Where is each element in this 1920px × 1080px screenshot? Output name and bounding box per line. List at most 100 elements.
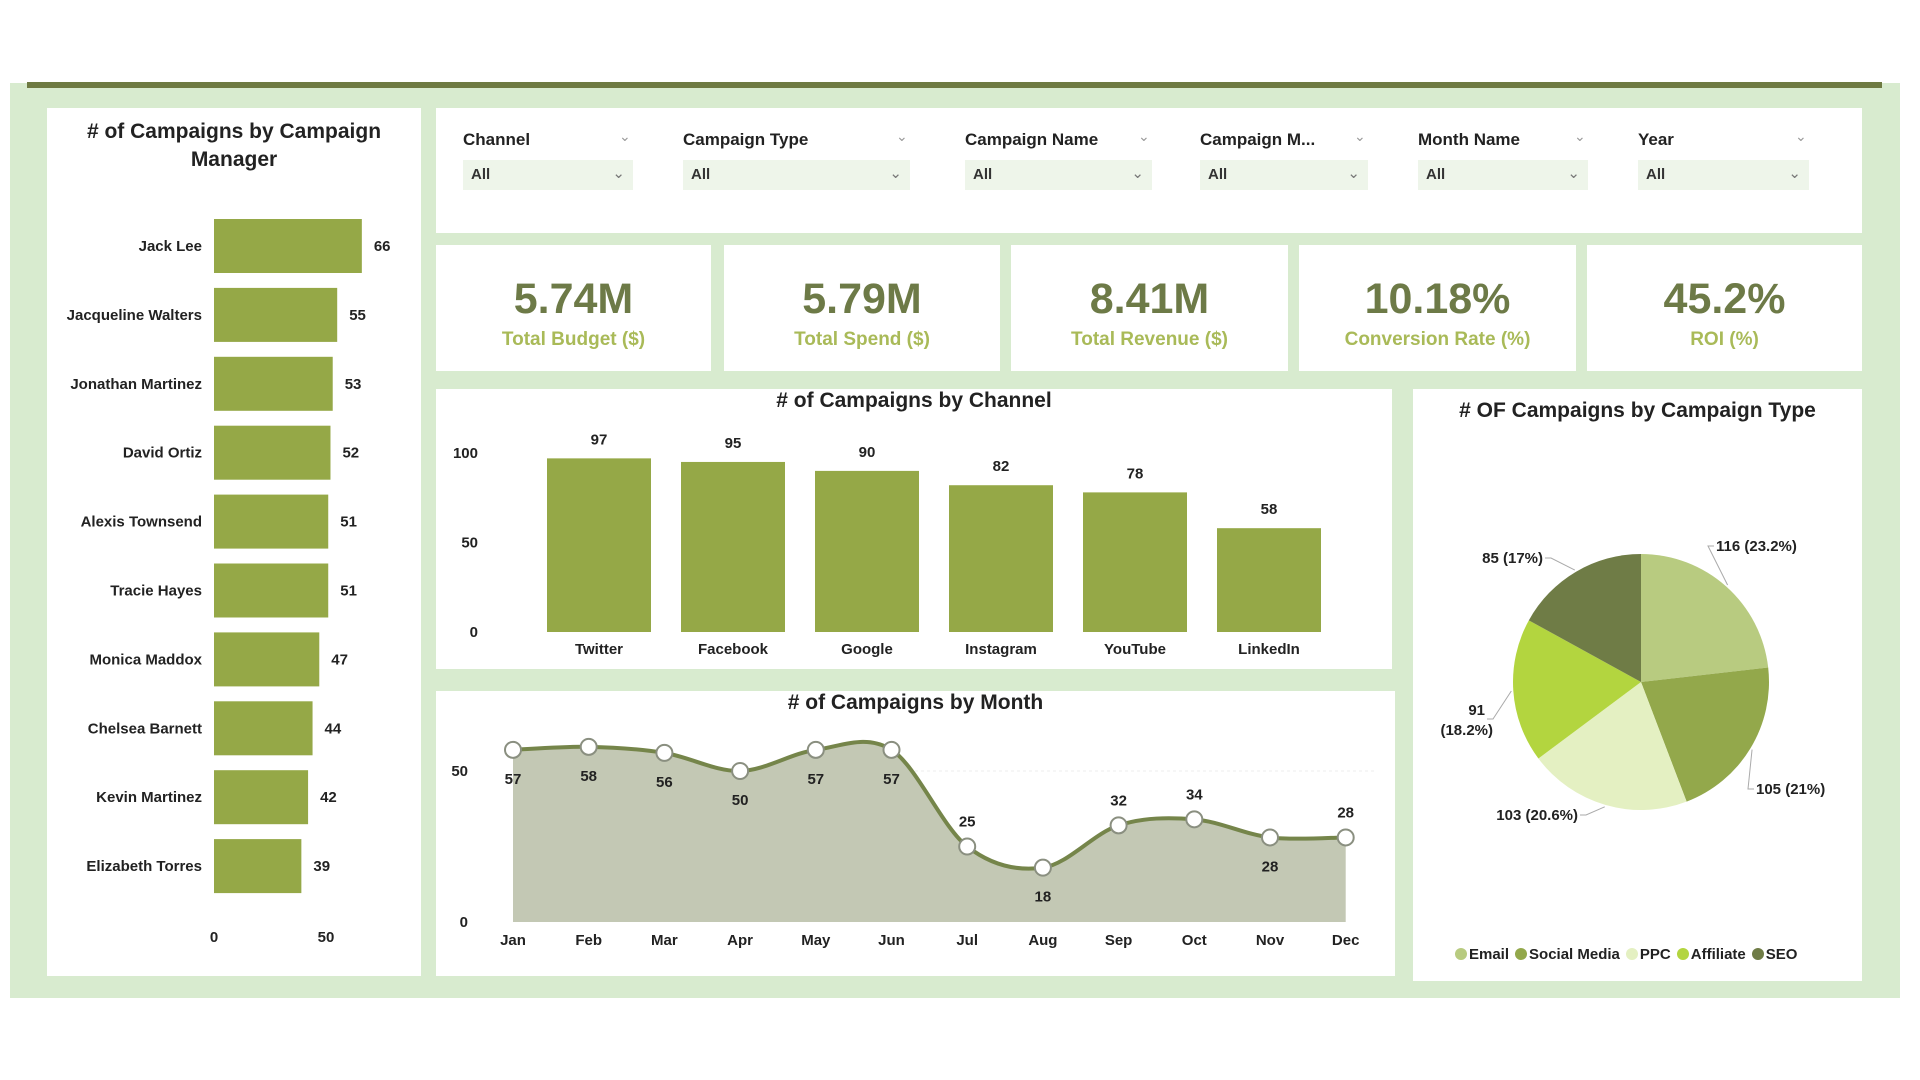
- kpi-card: 5.74M Total Budget ($): [436, 245, 711, 371]
- pie-slice: [1641, 667, 1769, 802]
- bar: [214, 701, 313, 756]
- filter-dropdown[interactable]: All ⌄: [965, 160, 1152, 190]
- data-label: 85 (17%): [1482, 550, 1543, 567]
- data-point: [655, 743, 674, 762]
- data-label: 32: [1110, 792, 1127, 809]
- bar: [214, 425, 331, 480]
- legend-item[interactable]: Affiliate: [1676, 946, 1746, 963]
- channel-chart-title: # of Campaigns by Channel: [776, 389, 1052, 412]
- bar: [214, 494, 329, 549]
- filter-dropdown[interactable]: All ⌄: [1638, 160, 1809, 190]
- leader-line: [1747, 749, 1754, 790]
- data-label: 58: [1261, 501, 1278, 518]
- filter-dropdown[interactable]: All ⌄: [1200, 160, 1368, 190]
- legend-item[interactable]: Social Media: [1515, 946, 1620, 963]
- data-label: 58: [580, 768, 597, 785]
- data-label: 47: [331, 651, 348, 668]
- filter-value: All: [973, 166, 993, 183]
- bar: [681, 461, 785, 632]
- pie-slice: [1528, 554, 1641, 682]
- bar-label: Elizabeth Torres: [86, 858, 202, 875]
- legend-dot-icon: [1751, 948, 1764, 960]
- kpi-value: 8.41M: [1089, 275, 1210, 323]
- kpi-label: Conversion Rate (%): [1344, 329, 1531, 350]
- y-tick: 50: [451, 763, 468, 780]
- pie-chart-title: # OF Campaigns by Campaign Type: [1459, 399, 1816, 422]
- filter-label: Channel: [463, 130, 531, 149]
- x-tick: Oct: [1182, 932, 1207, 949]
- kpi-card: 8.41M Total Revenue ($): [1011, 245, 1288, 371]
- bar: [214, 563, 329, 618]
- data-point: [1261, 828, 1279, 847]
- legend-dot-icon: [1676, 948, 1689, 960]
- pie-slice: [1513, 620, 1641, 759]
- chevron-down-icon[interactable]: ⌄: [1574, 128, 1586, 144]
- data-point: [579, 737, 598, 756]
- filter-value: All: [1208, 166, 1228, 183]
- bar: [214, 632, 320, 687]
- header-bar: [27, 82, 1882, 88]
- kpi-label: Total Spend ($): [794, 329, 930, 350]
- filter-label: Year: [1638, 130, 1674, 149]
- data-label: 28: [1337, 804, 1354, 821]
- manager-chart-title: # of Campaigns by Campaign Manager: [86, 120, 382, 171]
- data-label: 57: [807, 771, 824, 788]
- data-label: 44: [325, 720, 342, 737]
- x-tick: Jul: [956, 932, 978, 949]
- pie-slice: [1538, 682, 1687, 811]
- chevron-down-icon[interactable]: ⌄: [896, 128, 908, 144]
- kpi-value: 5.74M: [513, 275, 634, 323]
- legend-dot-icon: [1515, 948, 1528, 960]
- y-tick: 0: [460, 914, 468, 931]
- legend-item[interactable]: Email: [1455, 946, 1509, 963]
- bar: [214, 770, 309, 825]
- data-label: (18.2%): [1440, 722, 1493, 739]
- data-label: 90: [859, 444, 876, 461]
- chevron-down-icon: ⌄: [612, 165, 625, 182]
- chevron-down-icon: ⌄: [1131, 165, 1144, 182]
- chevron-down-icon[interactable]: ⌄: [1138, 128, 1150, 144]
- data-point: [1109, 816, 1128, 835]
- chevron-down-icon[interactable]: ⌄: [1795, 128, 1807, 144]
- filter-label: Campaign Type: [683, 130, 809, 149]
- legend-item[interactable]: PPC: [1625, 946, 1671, 963]
- legend-label: PPC: [1639, 946, 1671, 963]
- chevron-down-icon: ⌄: [1567, 165, 1580, 182]
- data-point: [731, 762, 750, 780]
- x-tick: Facebook: [698, 641, 769, 658]
- chevron-down-icon[interactable]: ⌄: [1354, 128, 1366, 144]
- kpi-card: 45.2% ROI (%): [1587, 245, 1862, 371]
- legend-label: SEO: [1765, 946, 1798, 963]
- kpi-value: 5.79M: [802, 275, 922, 323]
- bar-label: David Ortiz: [123, 445, 202, 462]
- legend-item[interactable]: SEO: [1751, 946, 1798, 963]
- chevron-down-icon: ⌄: [1347, 165, 1360, 182]
- bar: [547, 458, 651, 632]
- leader-line: [1545, 557, 1576, 571]
- data-label: 42: [320, 789, 337, 806]
- kpi-value: 45.2%: [1663, 275, 1786, 323]
- x-tick: 0: [210, 929, 218, 946]
- x-tick: Mar: [651, 932, 678, 949]
- data-label: 50: [732, 792, 749, 809]
- x-tick: Jan: [500, 932, 526, 949]
- data-label: 95: [725, 435, 742, 452]
- manager-bar-chart: Jack Lee 66 Jacqueline Walters 55 Jonathan M…: [67, 219, 391, 946]
- y-tick: 0: [470, 624, 478, 641]
- leader-line: [1487, 690, 1512, 720]
- leader-line: [1580, 806, 1605, 816]
- legend-dot-icon: [1625, 948, 1638, 960]
- filter-dropdown[interactable]: All ⌄: [683, 160, 910, 190]
- bar-label: Alexis Townsend: [81, 514, 202, 531]
- pie-slice: [1641, 554, 1769, 682]
- month-chart-title: # of Campaigns by Month: [787, 691, 1044, 714]
- data-point: [1336, 828, 1355, 847]
- filter-dropdown[interactable]: All ⌄: [1418, 160, 1588, 190]
- filter-value: All: [1426, 166, 1446, 183]
- kpi-card: 10.18% Conversion Rate (%): [1299, 245, 1576, 371]
- legend-label: Social Media: [1529, 946, 1620, 963]
- filter-dropdown[interactable]: All ⌄: [463, 160, 633, 190]
- x-tick: Twitter: [575, 641, 623, 658]
- legend-label: Affiliate: [1690, 946, 1746, 963]
- chevron-down-icon[interactable]: ⌄: [619, 128, 631, 144]
